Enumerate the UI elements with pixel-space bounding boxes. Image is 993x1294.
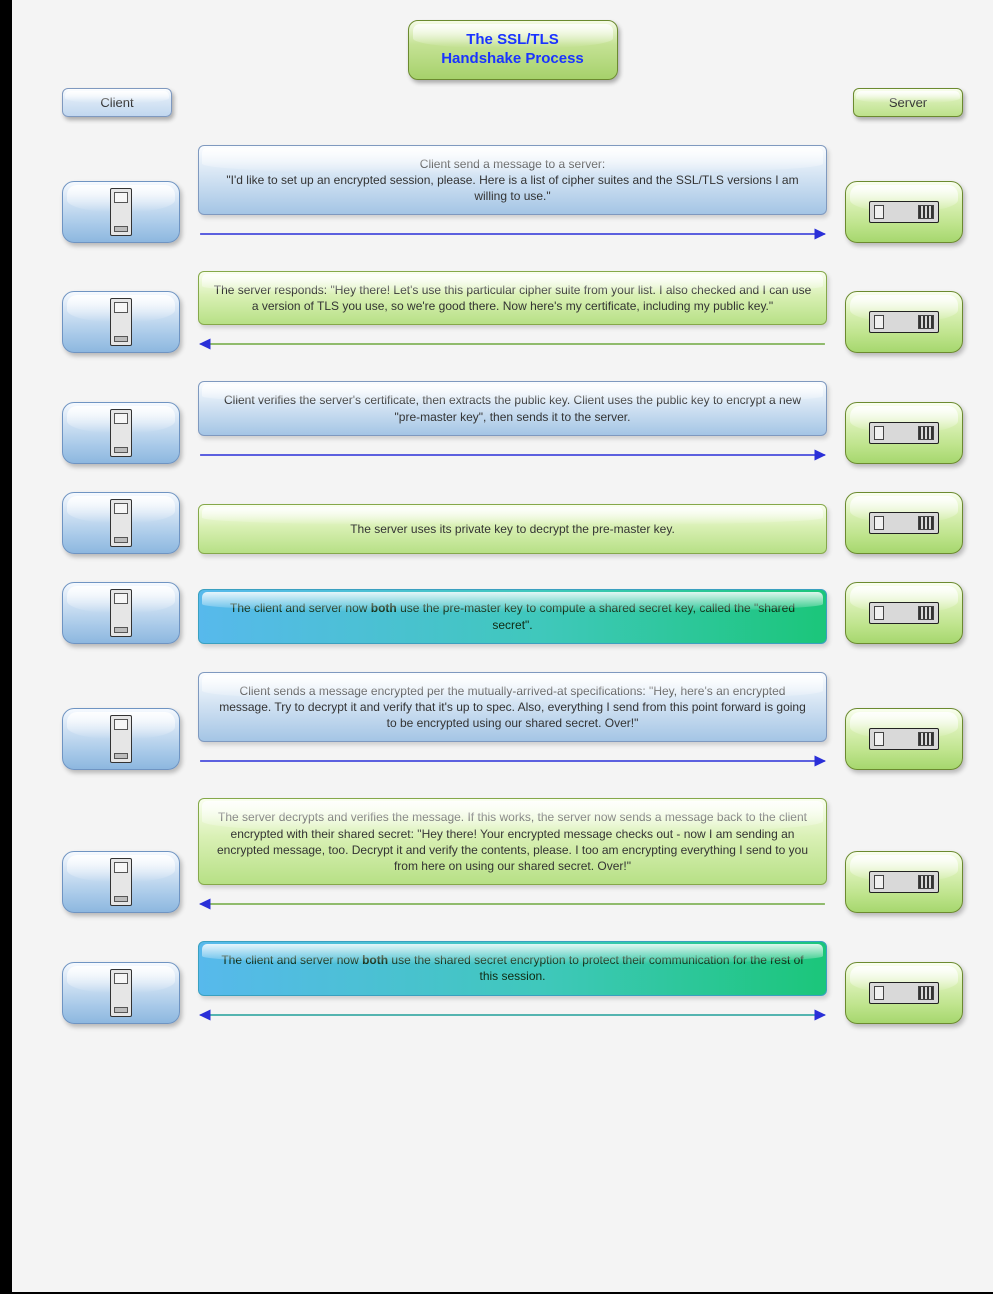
server-label: Server bbox=[853, 88, 963, 117]
message-box: Client send a message to a server:"I'd l… bbox=[198, 145, 827, 216]
title-box: The SSL/TLS Handshake Process bbox=[408, 20, 618, 80]
step-2: The server responds: "Hey there! Let's u… bbox=[62, 271, 963, 353]
server-label-text: Server bbox=[889, 95, 927, 110]
role-header-row: Client Server bbox=[62, 88, 963, 117]
server-rack-icon bbox=[869, 512, 939, 534]
server-rack-icon bbox=[869, 602, 939, 624]
arrow-both bbox=[198, 1006, 827, 1024]
message-box: Client sends a message encrypted per the… bbox=[198, 672, 827, 743]
client-tower-icon bbox=[110, 589, 132, 637]
server-rack-icon bbox=[869, 201, 939, 223]
message-text: The client and server now both use the p… bbox=[213, 600, 812, 632]
client-node bbox=[62, 291, 180, 353]
client-node bbox=[62, 851, 180, 913]
step-3: Client verifies the server's certificate… bbox=[62, 381, 963, 463]
client-tower-icon bbox=[110, 715, 132, 763]
server-node bbox=[845, 492, 963, 554]
step-middle: Client send a message to a server:"I'd l… bbox=[198, 145, 827, 244]
steps-container: Client send a message to a server:"I'd l… bbox=[62, 145, 963, 1024]
client-label-text: Client bbox=[100, 95, 133, 110]
step-middle: The server uses its private key to decry… bbox=[198, 504, 827, 554]
server-node bbox=[845, 851, 963, 913]
server-node bbox=[845, 402, 963, 464]
client-tower-icon bbox=[110, 298, 132, 346]
arrow-right bbox=[198, 446, 827, 464]
step-5: The client and server now both use the p… bbox=[62, 582, 963, 644]
client-node bbox=[62, 708, 180, 770]
server-rack-icon bbox=[869, 871, 939, 893]
step-middle: Client verifies the server's certificate… bbox=[198, 381, 827, 463]
step-middle: The client and server now both use the s… bbox=[198, 941, 827, 1023]
message-text: The server responds: "Hey there! Let's u… bbox=[213, 282, 812, 314]
arrow-left bbox=[198, 895, 827, 913]
step-4: The server uses its private key to decry… bbox=[62, 492, 963, 554]
client-node bbox=[62, 181, 180, 243]
diagram-page: The SSL/TLS Handshake Process Client Ser… bbox=[0, 0, 993, 1294]
server-node bbox=[845, 291, 963, 353]
client-node bbox=[62, 962, 180, 1024]
server-rack-icon bbox=[869, 982, 939, 1004]
step-middle: The client and server now both use the p… bbox=[198, 589, 827, 643]
message-box: The server decrypts and verifies the mes… bbox=[198, 798, 827, 885]
step-1: Client send a message to a server:"I'd l… bbox=[62, 145, 963, 244]
arrow-right bbox=[198, 752, 827, 770]
message-box: The server uses its private key to decry… bbox=[198, 504, 827, 554]
message-text: The server decrypts and verifies the mes… bbox=[213, 809, 812, 874]
title-line-1: The SSL/TLS bbox=[415, 31, 611, 50]
arrow-right bbox=[198, 225, 827, 243]
message-text: The server uses its private key to decry… bbox=[213, 521, 812, 537]
step-7: The server decrypts and verifies the mes… bbox=[62, 798, 963, 913]
server-rack-icon bbox=[869, 728, 939, 750]
client-tower-icon bbox=[110, 969, 132, 1017]
client-tower-icon bbox=[110, 188, 132, 236]
step-middle: Client sends a message encrypted per the… bbox=[198, 672, 827, 771]
message-box: The client and server now both use the s… bbox=[198, 941, 827, 995]
title-line-2: Handshake Process bbox=[415, 50, 611, 69]
client-tower-icon bbox=[110, 409, 132, 457]
arrow-left bbox=[198, 335, 827, 353]
server-node bbox=[845, 582, 963, 644]
server-node bbox=[845, 708, 963, 770]
message-box: The server responds: "Hey there! Let's u… bbox=[198, 271, 827, 325]
client-node bbox=[62, 582, 180, 644]
server-node bbox=[845, 181, 963, 243]
message-box: The client and server now both use the p… bbox=[198, 589, 827, 643]
message-text: Client sends a message encrypted per the… bbox=[213, 683, 812, 732]
message-text: The client and server now both use the s… bbox=[213, 952, 812, 984]
message-text: Client verifies the server's certificate… bbox=[213, 392, 812, 424]
client-node bbox=[62, 402, 180, 464]
message-box: Client verifies the server's certificate… bbox=[198, 381, 827, 435]
server-rack-icon bbox=[869, 422, 939, 444]
client-node bbox=[62, 492, 180, 554]
client-tower-icon bbox=[110, 499, 132, 547]
server-rack-icon bbox=[869, 311, 939, 333]
client-label: Client bbox=[62, 88, 172, 117]
message-text: Client send a message to a server:"I'd l… bbox=[213, 156, 812, 205]
step-middle: The server decrypts and verifies the mes… bbox=[198, 798, 827, 913]
step-6: Client sends a message encrypted per the… bbox=[62, 672, 963, 771]
step-8: The client and server now both use the s… bbox=[62, 941, 963, 1023]
client-tower-icon bbox=[110, 858, 132, 906]
server-node bbox=[845, 962, 963, 1024]
step-middle: The server responds: "Hey there! Let's u… bbox=[198, 271, 827, 353]
